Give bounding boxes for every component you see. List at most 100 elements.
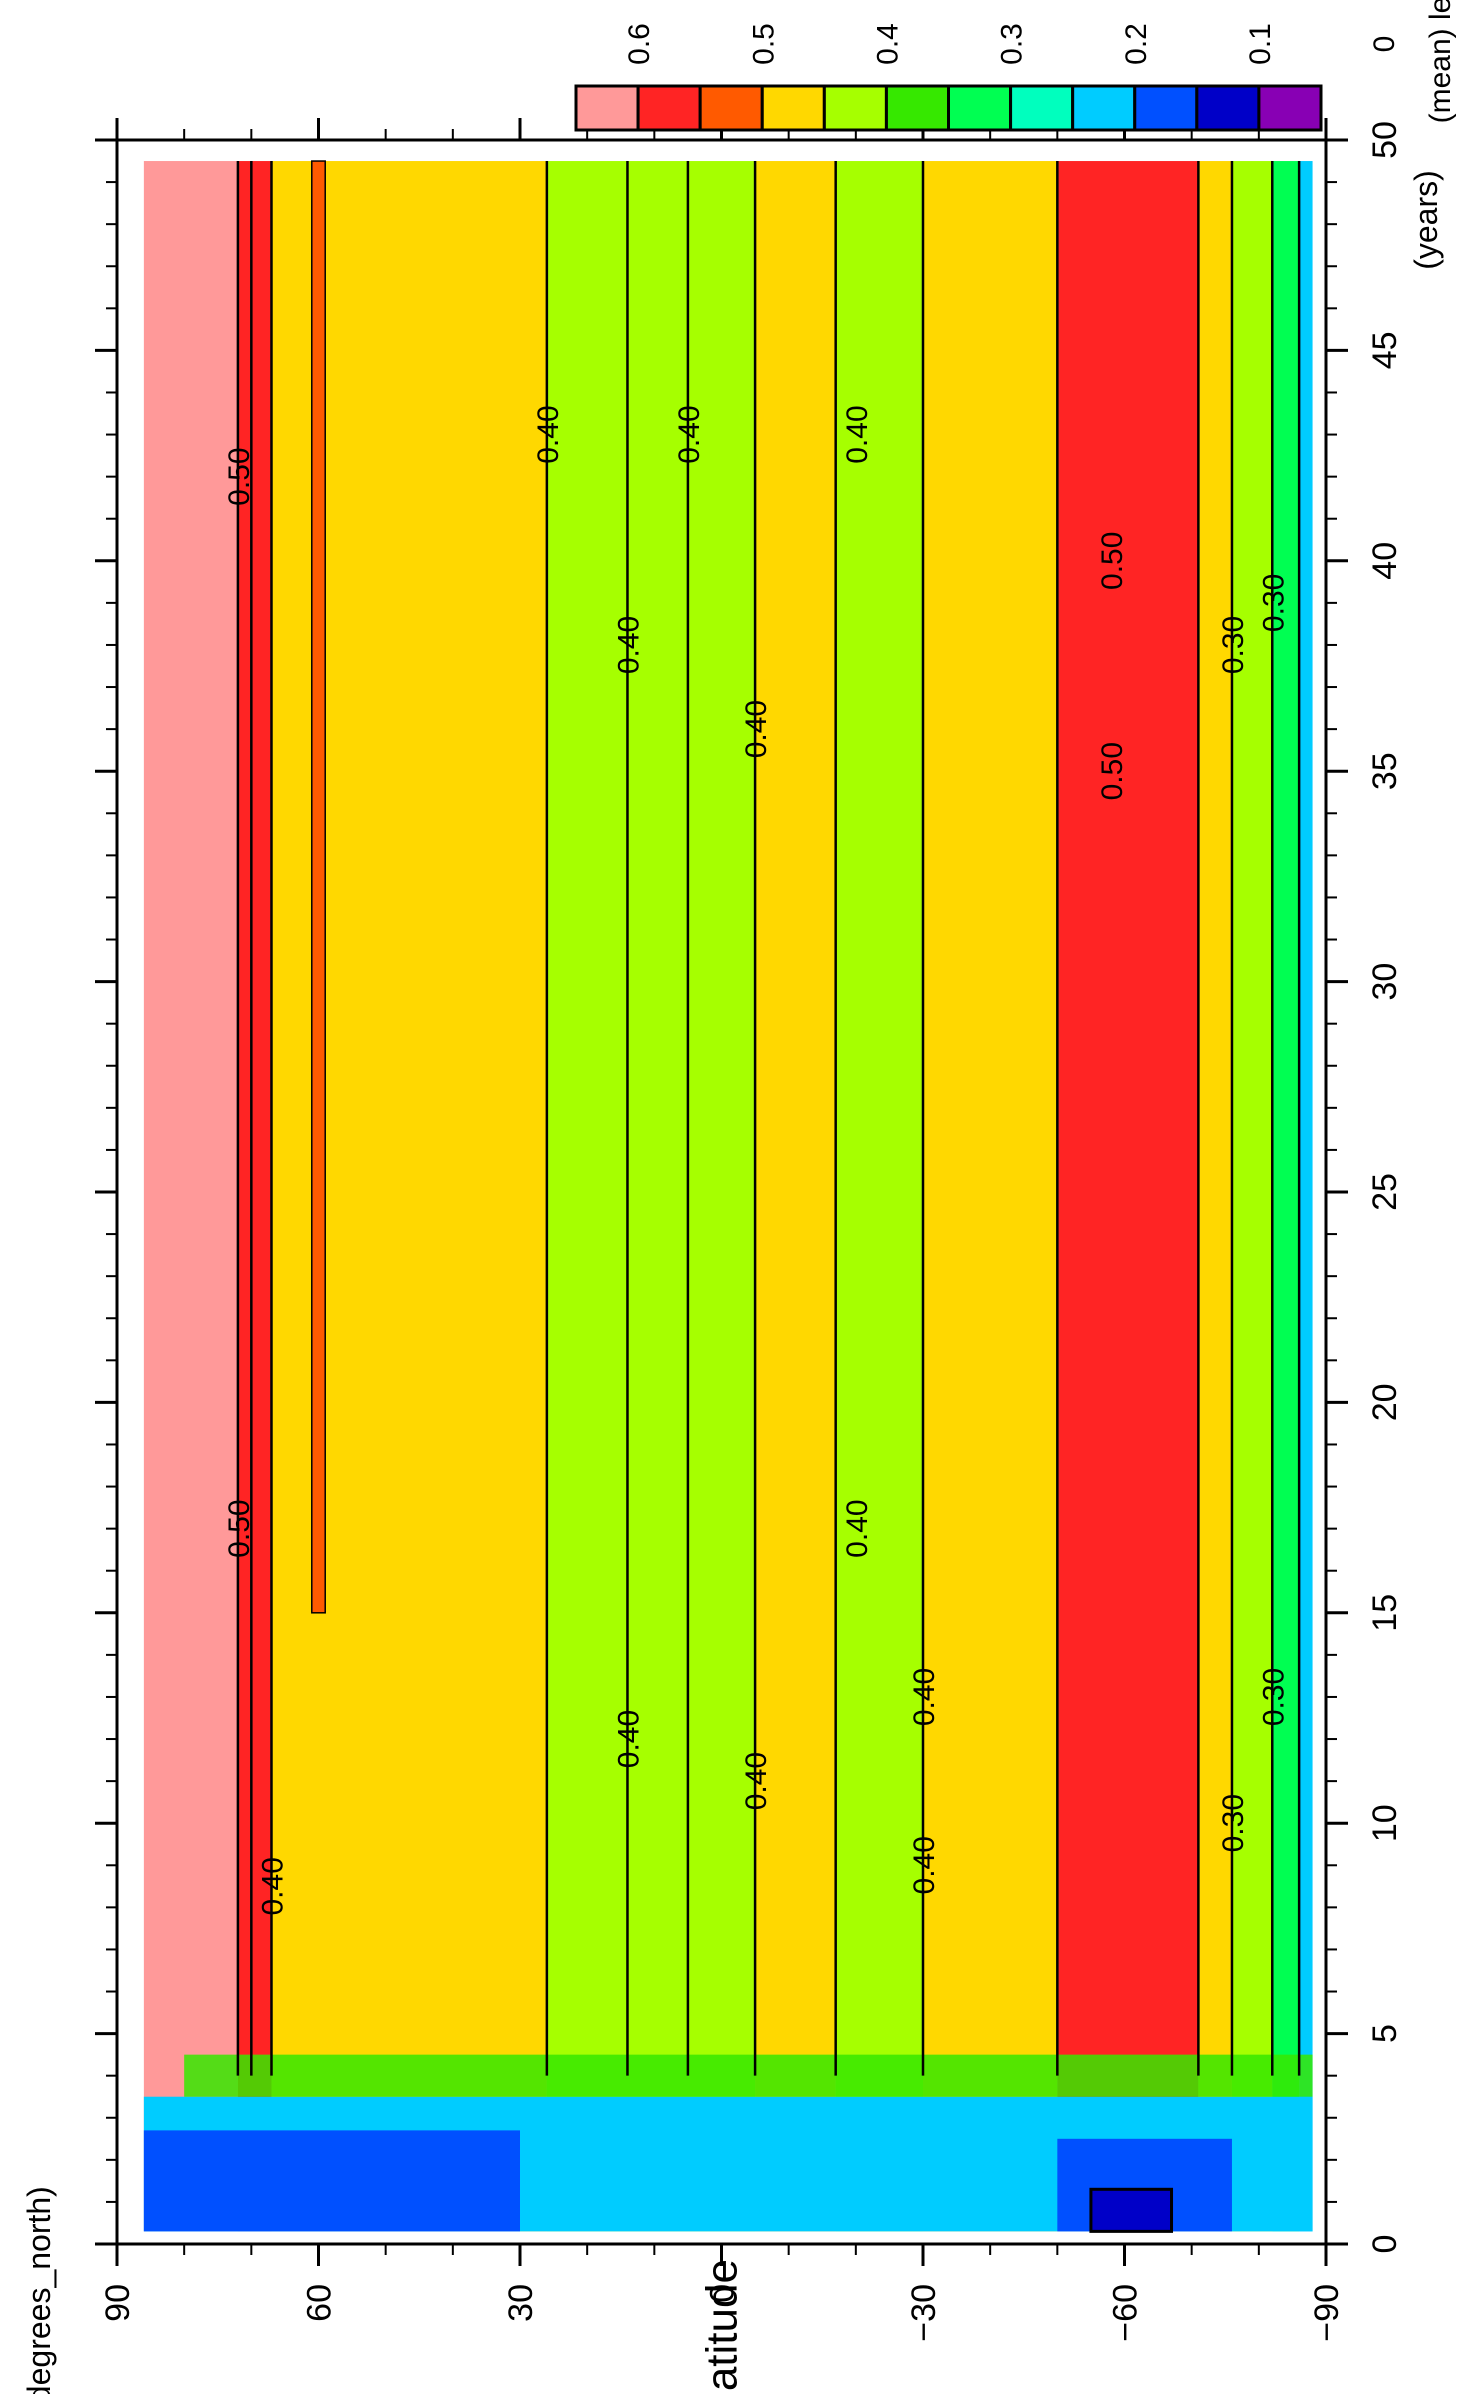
plot-layer <box>143 160 1313 2233</box>
contour-label-text: 0.50 <box>223 1499 256 1557</box>
contour-label-text: 0.30 <box>1257 1668 1290 1726</box>
contour-label: 0.40 <box>256 1857 289 1915</box>
colorbar: (mean) le 0.6 0.5 0.4 0.3 0.2 0.1 0 <box>574 0 1457 132</box>
y-tick-label: −90 <box>1308 2284 1346 2342</box>
x-tick-label: 0 <box>1366 2235 1404 2254</box>
y-tick-label: −30 <box>905 2284 943 2342</box>
x-tick-label: 20 <box>1366 1383 1404 1421</box>
contour-label-text: 0.40 <box>256 1857 289 1915</box>
colorbar-label: 0.6 <box>623 23 656 65</box>
colorbar-label-text: 0 <box>1368 36 1401 53</box>
ylabel: latitude <box>698 2259 747 2394</box>
colorbar-label: 0.1 <box>1244 23 1277 65</box>
colorbar-label: 0.4 <box>871 23 904 65</box>
contour-label-text: 0.40 <box>740 700 773 758</box>
contour-band <box>237 161 272 2232</box>
x-tick-label: 30 <box>1366 963 1404 1001</box>
contour-label-text: 0.40 <box>908 1836 941 1894</box>
colorbar-label-text: 0.3 <box>996 23 1029 65</box>
xlabel-text: (years) <box>1408 170 1444 270</box>
x-tick-label: 40 <box>1366 542 1404 580</box>
colorbar-swatch <box>1195 84 1261 132</box>
x-tick-label-text: 30 <box>1366 963 1404 1001</box>
colorbar-label: 0 <box>1368 36 1401 53</box>
contour-label: 0.40 <box>841 405 874 463</box>
contour-band <box>1299 161 1313 2232</box>
contour-band <box>923 161 1058 2232</box>
colorbar-swatch <box>760 84 826 132</box>
y-tick-label: 30 <box>502 2284 540 2322</box>
x-tick-label: 5 <box>1366 2024 1404 2043</box>
contour-label: 0.50 <box>223 1499 256 1557</box>
colorbar-label: 0.5 <box>747 23 780 65</box>
colorbar-label-text: 0.2 <box>1120 23 1153 65</box>
contour-band <box>1231 161 1273 2232</box>
contour-label: 0.40 <box>908 1836 941 1894</box>
y-tick-label-text: 90 <box>99 2284 137 2322</box>
contour-label-text: 0.40 <box>532 405 565 463</box>
colorbar-label-text: 0.1 <box>1244 23 1277 65</box>
y-tick-label: −60 <box>1107 2284 1145 2342</box>
colorbar-swatch <box>1133 84 1199 132</box>
colorbar-swatch <box>636 84 702 132</box>
contour-label-text: 0.50 <box>1096 532 1129 590</box>
x-tick-label-text: 5 <box>1366 2024 1404 2043</box>
contour-label-text: 0.30 <box>1217 1794 1250 1852</box>
contour-label: 0.30 <box>1217 1794 1250 1852</box>
contour-label-text: 0.50 <box>1096 742 1129 800</box>
contour-label: 0.50 <box>1096 742 1129 800</box>
x-tick-label: 45 <box>1366 331 1404 369</box>
x-tick-label: 25 <box>1366 1173 1404 1211</box>
contour-label: 0.30 <box>1257 1668 1290 1726</box>
ylabel-text: latitude <box>698 2259 747 2394</box>
x-tick-label: 10 <box>1366 1804 1404 1842</box>
colorbar-label: 0.3 <box>996 23 1029 65</box>
colorbar-label-text: 0.6 <box>623 23 656 65</box>
x-tick-label-text: 40 <box>1366 542 1404 580</box>
contour-label-text: 0.40 <box>841 1499 874 1557</box>
label-layer: 0.50 0.50 0.40 0.40 0.40 0.40 0.40 0.40 0.40 0.40… <box>223 405 1290 1915</box>
contour-label: 0.40 <box>740 1752 773 1810</box>
colorbar-swatch <box>1009 84 1075 132</box>
contour-label-text: 0.30 <box>1257 574 1290 632</box>
colorbar-swatch <box>698 84 764 132</box>
yunits: (degrees_north) <box>21 2186 57 2394</box>
contour-label: 0.40 <box>740 700 773 758</box>
y-tick-label-text: −90 <box>1308 2284 1346 2342</box>
contour-label: 0.40 <box>908 1668 941 1726</box>
contour-label-text: 0.40 <box>612 616 645 674</box>
x-tick-label-text: 50 <box>1366 121 1404 159</box>
contour-label-text: 0.40 <box>612 1710 645 1768</box>
contour-label: 0.30 <box>1217 616 1250 674</box>
yunits-text: (degrees_north) <box>21 2186 57 2394</box>
contour-band <box>1057 161 1199 2232</box>
y-tick-label-text: −30 <box>905 2284 943 2342</box>
contour-label: 0.40 <box>612 616 645 674</box>
x-tick-label: 15 <box>1366 1594 1404 1632</box>
y-tick-label-text: 60 <box>301 2284 339 2322</box>
x-tick-label: 35 <box>1366 752 1404 790</box>
contour-label: 0.30 <box>1257 574 1290 632</box>
contour-label: 0.40 <box>673 405 706 463</box>
colorbar-swatch <box>1257 84 1323 132</box>
contour-band <box>755 161 836 2232</box>
contour-label-text: 0.50 <box>223 447 256 505</box>
colorbar-swatch <box>822 84 888 132</box>
y-tick-label-text: 30 <box>502 2284 540 2322</box>
contour-label-text: 0.40 <box>908 1668 941 1726</box>
y-tick-label-text: 0 <box>704 2284 742 2303</box>
contour-label: 0.40 <box>841 1499 874 1557</box>
x-tick-label: 50 <box>1366 121 1404 159</box>
contour-label-text: 0.30 <box>1217 616 1250 674</box>
contour-label-text: 0.40 <box>740 1752 773 1810</box>
contour-label: 0.40 <box>612 1710 645 1768</box>
contour-band <box>143 161 238 2232</box>
early-region-darkblue <box>1089 2187 1174 2233</box>
contour-band <box>546 161 756 2232</box>
contour-label-text: 0.40 <box>841 405 874 463</box>
colorbar-title-text: (mean) le <box>1424 0 1457 123</box>
axis-layer: 0 5 10 15 20 25 30 35 40 45 50 90 60 30 0 −30 −60 −90 lati… <box>21 118 1444 2394</box>
x-tick-label-text: 15 <box>1366 1594 1404 1632</box>
transition-stripe <box>184 2054 1313 2097</box>
